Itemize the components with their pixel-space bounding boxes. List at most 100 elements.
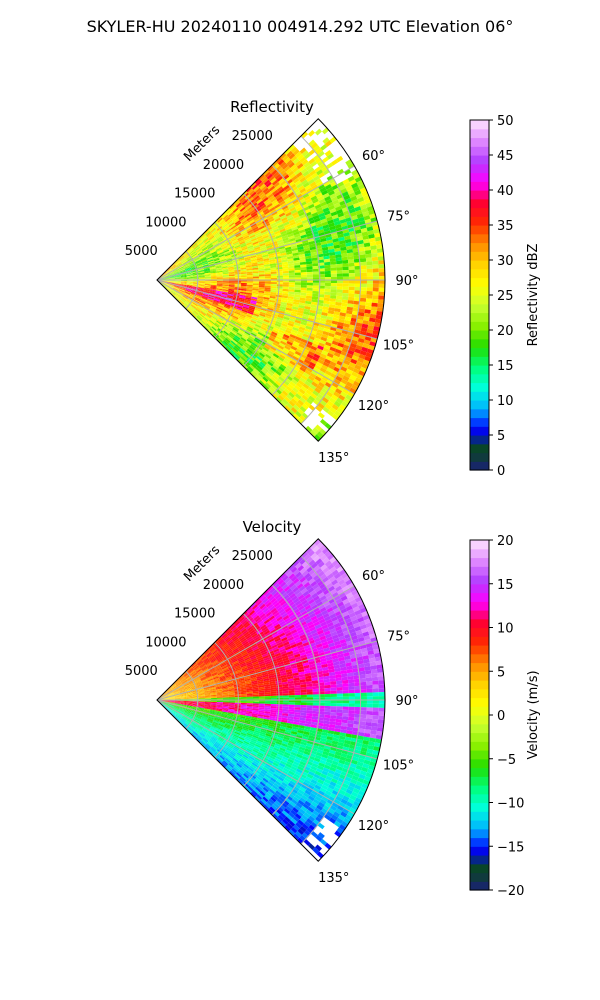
colorbar-tick-label: 35 [497,219,514,234]
colorbar: 0 5 10 15 20 25 30 35 40 45 50 Reflectivity dBZ [469,114,541,479]
colorbar-segment [470,592,489,602]
range-tick-label: 25000 [232,129,273,144]
colorbar-segment [470,365,489,375]
colorbar-tick-label: −10 [497,797,524,812]
azimuth-spoke [156,699,378,760]
azimuth-spoke [156,640,378,701]
figure-title: SKYLER-HU 20240110 004914.292 UTC Elevat… [87,17,514,36]
colorbar-segment [470,426,489,436]
colorbar-segment [470,391,489,401]
colorbar-segment [470,758,489,769]
colorbar-segment [470,382,489,392]
colorbar-segment [470,435,489,445]
colorbar-segment [470,688,489,699]
panel-title: Reflectivity [230,98,314,116]
colorbar-segment [470,338,489,349]
colorbar-segment [470,225,489,235]
colorbar-segment [470,181,489,191]
colorbar: −20 −15 −10 −5 0 5 10 15 20 Velocity (m/s) [469,534,541,899]
colorbar-segment [470,802,489,812]
colorbar-tick-label: 20 [497,534,514,549]
panel-title: Velocity [243,518,302,536]
colorbar-segment [470,793,489,804]
colorbar-segment [470,128,489,139]
azimuth-spoke [156,220,378,281]
range-tick-label: 10000 [145,215,186,230]
colorbar-tick-label: 0 [497,464,505,479]
colorbar-segment [470,312,489,322]
colorbar-segment [470,417,489,427]
colorbar-tick-label: −5 [497,753,516,768]
colorbar-segment [470,557,489,567]
colorbar-segment [470,155,489,165]
colorbar-segment [470,680,489,690]
azimuth-tick-label: 90° [395,274,418,289]
azimuth-tick-label: 60° [362,149,385,164]
azimuth-tick-label: 75° [387,209,410,224]
colorbar-segment [470,723,489,734]
colorbar-segment [470,610,489,620]
colorbar-segment [470,347,489,357]
range-tick-label: 20000 [203,578,244,593]
colorbar-tick-label: 30 [497,254,514,269]
colorbar-segment [470,881,489,891]
azimuth-tick-label: 135° [318,451,349,466]
colorbar-tick-label: 50 [497,114,514,129]
colorbar-segment [470,251,489,261]
radar-field [157,127,385,442]
colorbar-segment [470,706,489,716]
colorbar-segment [470,163,489,174]
colorbar-segment [470,837,489,847]
colorbar-segment [470,767,489,777]
colorbar-segment [470,662,489,672]
colorbar-segment [470,172,489,182]
colorbar-tick-label: −15 [497,840,524,855]
sector-outline [156,538,386,862]
colorbar-label: Velocity (m/s) [526,670,541,759]
azimuth-tick-label: 75° [387,629,410,644]
azimuth-spoke [156,279,355,395]
colorbar-tick-label: 5 [497,429,505,444]
colorbar-segment [470,373,489,384]
colorbar-segment [470,303,489,314]
colorbar-segment [470,198,489,209]
colorbar-label: Reflectivity dBZ [526,244,541,347]
azimuth-tick-label: 90° [395,694,418,709]
colorbar-segment [470,216,489,226]
colorbar-segment [470,242,489,252]
colorbar-tick-label: −20 [497,884,524,899]
azimuth-spoke [156,165,355,281]
colorbar-segment [470,190,489,200]
colorbar-segment [470,452,489,462]
colorbar-segment [470,330,489,340]
colorbar-segment [470,146,489,156]
radar-field [157,538,385,859]
colorbar-segment [470,811,489,821]
colorbar-segment [470,540,489,550]
colorbar-segment [470,741,489,751]
colorbar-segment [470,268,489,279]
colorbar-segment [470,601,489,611]
colorbar-segment [470,618,489,629]
azimuth-tick-label: 105° [383,339,414,354]
colorbar-tick-label: 45 [497,149,514,164]
colorbar-segment [470,820,489,830]
colorbar-segment [470,855,489,865]
range-tick-label: 5000 [125,664,158,679]
colorbar-segment [470,627,489,637]
azimuth-spoke [156,279,378,340]
colorbar-segment [470,846,489,856]
range-tick-label: 10000 [145,635,186,650]
azimuth-tick-label: 60° [362,569,385,584]
colorbar-tick-label: 15 [497,359,514,374]
velocity-panel: Velocity 60° 75° 90° 105° 120° 135° 5000 10000 15… [125,518,541,899]
colorbar-segment [470,645,489,655]
colorbar-segment [470,356,489,366]
colorbar-segment [470,776,489,786]
colorbar-segment [470,697,489,707]
colorbar-segment [470,636,489,646]
colorbar-tick-label: 15 [497,578,514,593]
range-tick-label: 15000 [174,607,215,622]
colorbar-segment [470,233,489,244]
colorbar-segment [470,286,489,296]
